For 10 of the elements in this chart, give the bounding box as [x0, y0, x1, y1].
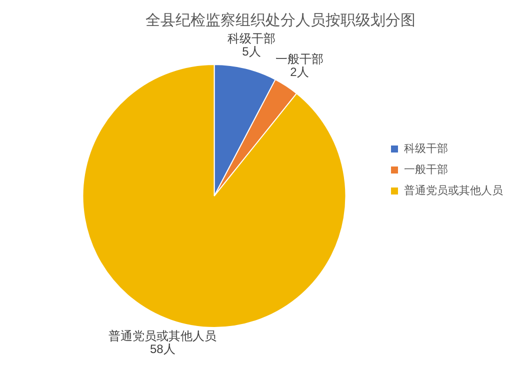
legend-label: 一般干部: [404, 163, 448, 176]
data-label: 5人: [242, 44, 261, 58]
slice-label: 科级干部: [227, 31, 276, 46]
legend-label: 科级干部: [404, 142, 448, 156]
data-label: 58人: [150, 342, 176, 356]
slice-label: 一般干部: [275, 52, 324, 66]
chart-title: 全县纪检监察组织处分人员按职级划分图: [146, 12, 416, 30]
legend-label: 普通党员或其他人员: [404, 184, 503, 198]
slice-label: 普通党员或其他人员: [108, 328, 217, 343]
data-label: 2人: [290, 65, 309, 80]
